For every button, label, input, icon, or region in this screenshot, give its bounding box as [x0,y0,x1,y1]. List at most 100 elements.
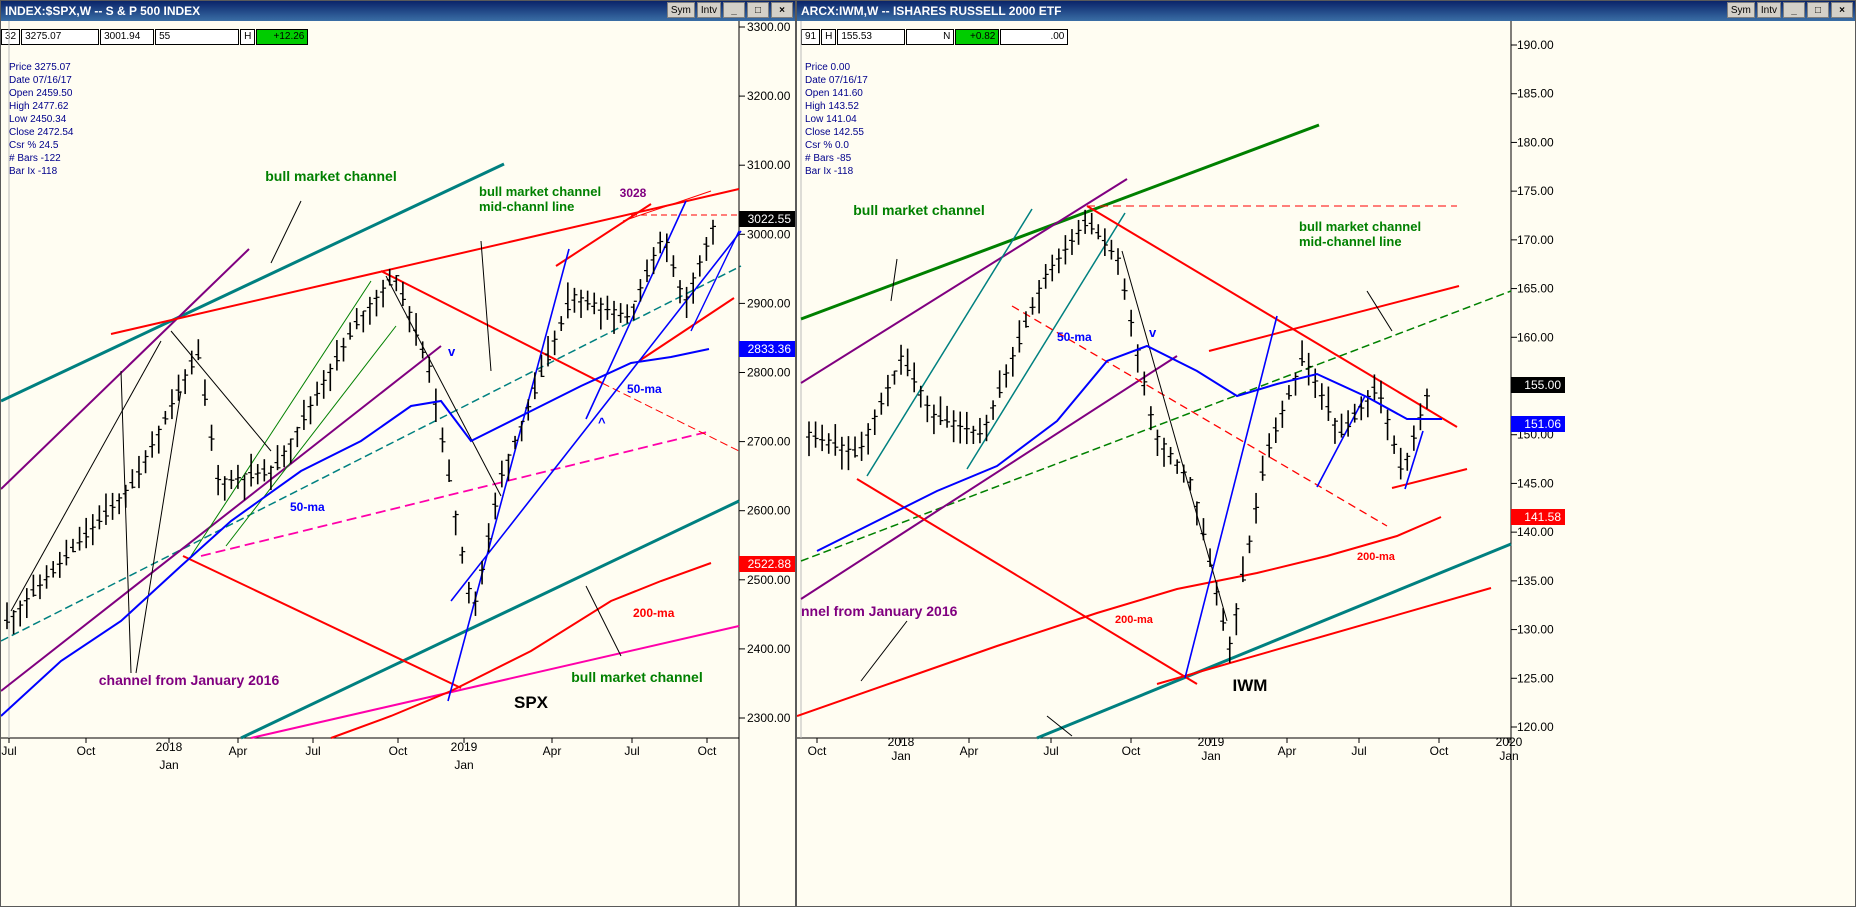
iwm-label-midchannel-2: mid-channel line [1299,234,1402,249]
spx-price-tag-bg [739,211,795,227]
spx-label-v: v [448,344,456,359]
iwm-ytick-label: 180.00 [1517,135,1554,149]
spx-xtick-label: Jul [624,744,639,758]
spx-xtick-label: Oct [77,744,96,758]
iwm-info-field-2: H [821,29,837,45]
spx-info-prefix: 32 [1,29,21,45]
iwm-blue-trend-1 [1184,315,1278,679]
spx-xtick-label: Jan [454,758,473,772]
iwm-xtick-label: Jul [1043,744,1058,758]
spx-pointer-line [585,585,622,657]
spx-ma200-tag-bg [739,556,795,572]
iwm-xtick-label: Jan [891,749,910,763]
iwm-minimize-icon[interactable]: _ [1783,2,1805,18]
spx-xtick-label: Oct [389,744,408,758]
spx-label-50ma-a: 50-ma [627,382,662,396]
iwm-ytick-label: 130.00 [1517,623,1554,637]
iwm-data-row: # Bars -85 [805,153,852,164]
iwm-restore-icon[interactable]: □ [1807,2,1829,18]
iwm-close-icon[interactable]: × [1831,2,1853,18]
spx-blue-trend-3 [450,230,742,602]
iwm-info-field-3: 155.53 [837,29,906,45]
spx-ytick-label: 2500.00 [747,573,791,587]
spx-green-thin-2 [225,325,397,547]
iwm-xtick-label: Jul [1351,744,1366,758]
iwm-ytick-label: 160.00 [1517,330,1554,344]
iwm-ma50-tag-bg [1511,416,1565,432]
iwm-plot[interactable]: 190.00 185.00 180.00 175.00 170.00 165.00 160.… [797,1,1856,907]
iwm-label-50ma: 50-ma [1057,330,1092,344]
iwm-xtick-label: Jan [1201,749,1220,763]
iwm-ytick-label: 125.00 [1517,671,1554,685]
spx-black-trend [385,275,502,497]
spx-plot[interactable]: 3300.00 3200.00 3100.00 3000.00 2900.00 2800.… [1,1,796,907]
iwm-teal-thin-2 [966,212,1126,470]
spx-data-row: Csr % 24.5 [9,140,59,151]
iwm-xtick-label: Oct [808,744,827,758]
iwm-intv-button[interactable]: Intv [1756,2,1781,18]
iwm-change-badge: +0.82 [955,29,1000,45]
iwm-pointer-line [860,620,908,682]
spx-data-row: Date 07/16/17 [9,75,72,86]
iwm-xtick-label: Oct [1430,744,1449,758]
iwm-channel-2016-upper [800,178,1128,384]
iwm-data-row: Price 0.00 [805,62,851,73]
iwm-titlebar: ARCX:IWM,W -- ISHARES RUSSELL 2000 ETF [797,1,1855,21]
spx-titlebar: INDEX:$SPX,W -- S & P 500 INDEX [1,1,795,21]
iwm-ma200-tag: 141.58 [1524,510,1561,524]
iwm-ma200-tag-bg [1511,509,1565,525]
iwm-data-box: Price 0.00 Date 07/16/17 Open 141.60 High 1… [805,61,868,178]
iwm-ytick-label: 185.00 [1517,87,1554,101]
iwm-xtick-label: Jan [1499,749,1518,763]
spx-pointer-line [480,240,492,372]
iwm-data-row: Csr % 0.0 [805,140,849,151]
spx-label-midchannel-1: bull market channel [479,184,601,199]
iwm-sym-button[interactable]: Sym [1726,2,1755,18]
spx-sym-button[interactable]: Sym [666,2,695,18]
spx-red-thin [622,190,712,222]
iwm-label-midchannel-1: bull market channel [1299,219,1421,234]
iwm-chart-window[interactable]: ARCX:IWM,W -- ISHARES RUSSELL 2000 ETF S… [796,0,1856,907]
iwm-ma200-line [797,516,1442,717]
spx-label-bull-channel: bull market channel [265,168,396,184]
spx-change-badge: +12.26 [256,29,309,45]
spx-green-thin-1 [190,280,372,557]
iwm-data-row: Date 07/16/17 [805,75,868,86]
spx-xtick-label: Jan [159,758,178,772]
iwm-label-v: v [1149,325,1157,340]
spx-intv-button[interactable]: Intv [696,2,721,18]
spx-info-field-4: H [240,29,256,45]
spx-restore-icon[interactable]: □ [747,2,769,18]
iwm-ytick-label: 120.00 [1517,720,1554,734]
iwm-pointer-line [1366,290,1393,332]
spx-close-icon[interactable]: × [771,2,793,18]
spx-minimize-icon[interactable]: _ [723,2,745,18]
spx-data-row: Open 2459.50 [9,88,73,99]
iwm-info-field-6: .00 [1000,29,1069,45]
iwm-ytick-label: 165.00 [1517,282,1554,296]
spx-data-row: High 2477.62 [9,101,69,112]
spx-blue-trend-4 [690,230,740,332]
iwm-price-tag-bg [1511,377,1565,393]
spx-info-field-2: 3001.94 [100,29,155,45]
spx-blue-trend-2 [585,200,687,420]
spx-label-caret: ^ [598,415,606,430]
spx-ma200-line [330,562,712,739]
spx-ytick-label: 2800.00 [747,366,791,380]
spx-pink-line [250,625,740,739]
iwm-blue-trend-3 [1404,430,1424,490]
spx-chart-window[interactable]: INDEX:$SPX,W -- S & P 500 INDEX Sym Intv… [0,0,796,907]
iwm-pointer-line [1046,715,1073,737]
spx-window-controls: Sym Intv _ □ × [666,2,793,18]
iwm-info-bar: 91 H 155.53 N +0.82 .00 [801,29,1069,45]
spx-red-top-line [110,188,740,335]
iwm-xtick-label: Oct [1122,744,1141,758]
spx-ytick-label: 2600.00 [747,504,791,518]
spx-pink-dashed [200,430,712,557]
spx-data-row: Low 2450.34 [9,114,67,125]
spx-info-field-1: 3275.07 [21,29,100,45]
spx-label-channel-2016: channel from January 2016 [99,672,280,688]
spx-pointer-line [120,370,132,674]
spx-bull-channel-lower [240,499,740,740]
spx-ytick-label: 2900.00 [747,296,791,310]
